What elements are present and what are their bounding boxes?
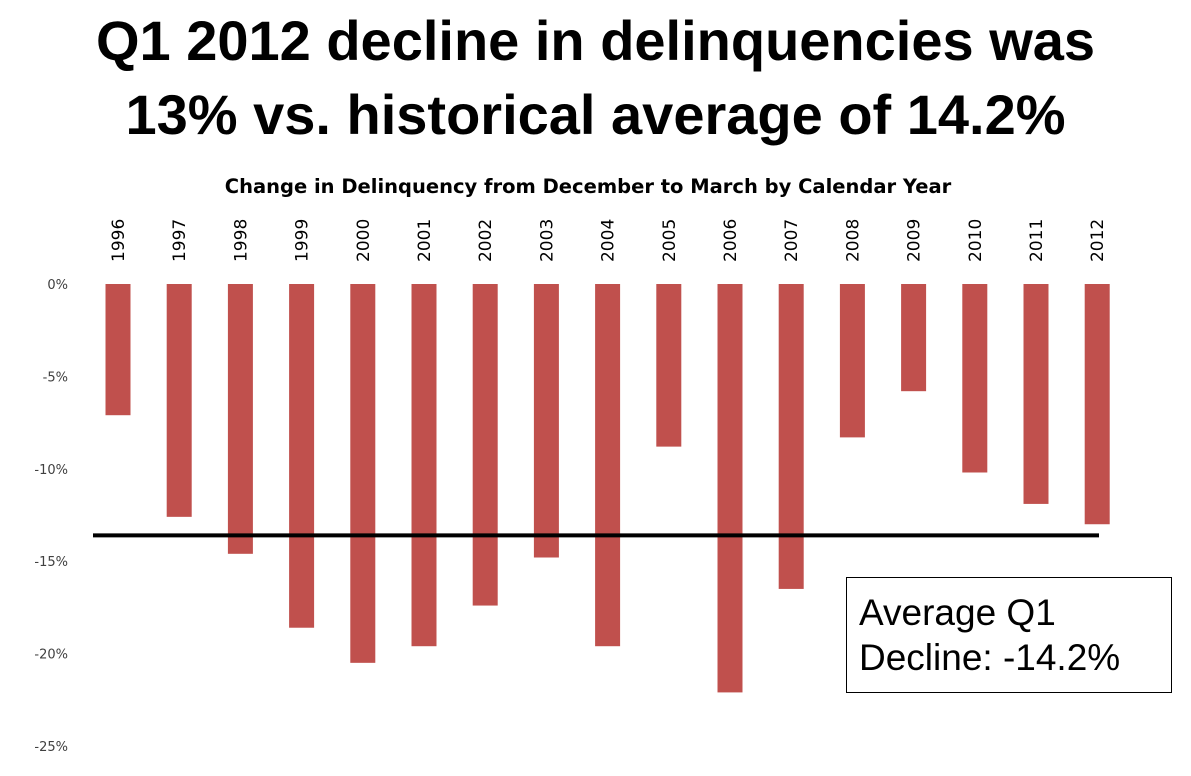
- bar-2003: [533, 284, 559, 558]
- x-tick-label-2012: 2012: [1088, 219, 1108, 262]
- y-tick-label: -15%: [34, 555, 68, 570]
- average-callout-box: Average Q1 Decline: -14.2%: [846, 577, 1172, 693]
- y-tick-label: 0%: [47, 278, 68, 293]
- x-tick-label-1997: 1997: [170, 219, 190, 262]
- bar-2004: [595, 284, 621, 647]
- bars: [105, 284, 1110, 693]
- bar-1998: [227, 284, 253, 554]
- x-tick-label-2010: 2010: [966, 219, 986, 262]
- headline-line-1: Q1 2012 decline in delinquencies was: [95, 9, 1096, 72]
- y-tick-label: -20%: [34, 648, 68, 663]
- bar-2008: [839, 284, 865, 438]
- average-callout-line-2: Decline: -14.2%: [859, 637, 1121, 678]
- x-tick-label-2006: 2006: [721, 219, 741, 262]
- x-tick-label-2004: 2004: [599, 219, 619, 262]
- x-tick-label-2009: 2009: [905, 219, 925, 262]
- x-tick-label-2000: 2000: [354, 219, 374, 262]
- y-tick-label: -5%: [43, 370, 68, 385]
- bar-1999: [289, 284, 315, 628]
- x-tick-label-2011: 2011: [1027, 219, 1047, 262]
- chart-title: Change in Delinquency from December to M…: [225, 175, 952, 198]
- y-tick-label: -25%: [34, 740, 68, 755]
- bar-2002: [472, 284, 498, 606]
- x-tick-label-1999: 1999: [293, 219, 313, 262]
- bar-2007: [778, 284, 804, 589]
- x-tick-label-1996: 1996: [109, 219, 129, 262]
- x-tick-label-2007: 2007: [782, 219, 802, 262]
- x-tick-label-2003: 2003: [537, 219, 557, 262]
- bar-2011: [1023, 284, 1049, 504]
- bar-1997: [166, 284, 192, 517]
- headline: Q1 2012 decline in delinquencies was 13%…: [0, 4, 1191, 152]
- bar-2010: [962, 284, 988, 473]
- x-tick-label-2008: 2008: [843, 219, 863, 262]
- x-tick-label-1998: 1998: [231, 219, 251, 262]
- headline-line-2: 13% vs. historical average of 14.2%: [125, 83, 1066, 146]
- x-tick-label-2005: 2005: [660, 219, 680, 262]
- x-axis-labels: 1996 1997 1998 1999 2000 2001 2002 2003 2004 2005…: [109, 219, 1108, 262]
- bar-2005: [656, 284, 682, 447]
- bar-2000: [350, 284, 376, 663]
- y-tick-label: -10%: [34, 463, 68, 478]
- y-axis: 0% -5% -10% -15% -20% -25%: [34, 278, 68, 755]
- x-tick-label-2002: 2002: [476, 219, 496, 262]
- bar-2001: [411, 284, 437, 647]
- bar-2006: [717, 284, 743, 693]
- average-callout-line-1: Average Q1: [859, 592, 1056, 633]
- bar-1996: [105, 284, 131, 416]
- bar-2012: [1084, 284, 1110, 525]
- bar-2009: [901, 284, 927, 392]
- x-tick-label-2001: 2001: [415, 219, 435, 262]
